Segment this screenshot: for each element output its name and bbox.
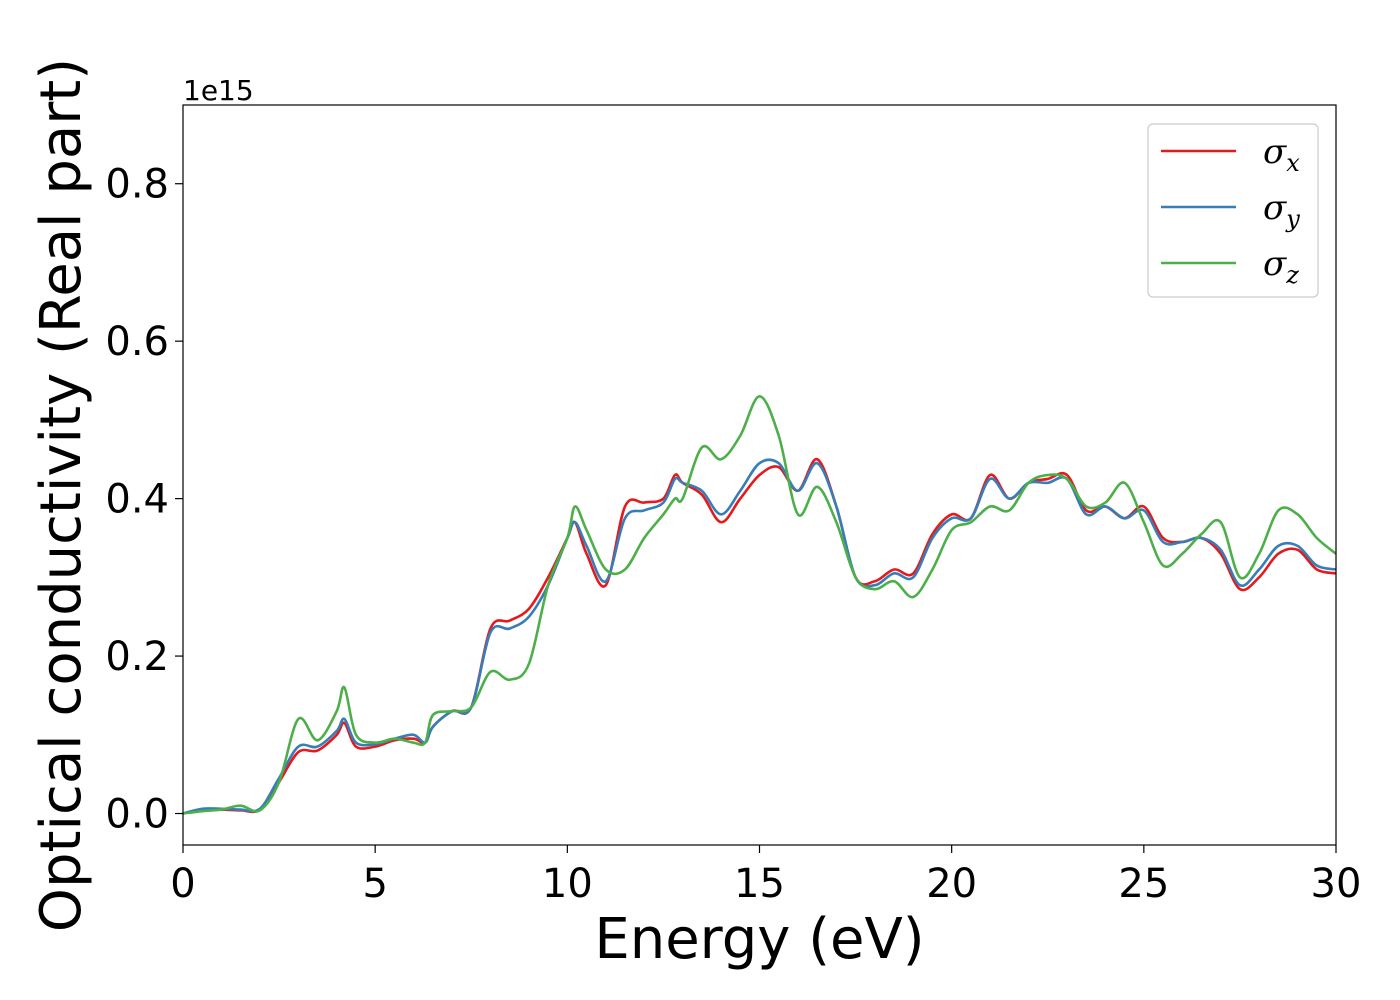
legend-label-subscript: z [1285, 261, 1299, 289]
x-tick-label: 0 [170, 861, 195, 907]
x-tick-label: 15 [734, 861, 785, 907]
y-tick-label: 0.8 [105, 162, 169, 208]
x-tick-label: 10 [542, 861, 593, 907]
y-tick-label: 0.0 [105, 792, 169, 838]
legend-label-y: σy [1263, 188, 1300, 233]
series-line-y [183, 458, 1336, 815]
series-line-x [183, 457, 1336, 815]
series-line-z [183, 394, 1336, 815]
legend-label-subscript: x [1286, 149, 1300, 177]
y-tick-label: 0.6 [105, 319, 169, 365]
x-tick-label: 5 [362, 861, 387, 907]
legend-label-symbol: σ [1263, 244, 1287, 284]
plot-lines [183, 394, 1336, 815]
y-axis-title: Optical conductivity (Real part) [29, 58, 94, 932]
y-axis-ticks: 0.0 0.2 0.4 0.6 0.8 [105, 162, 183, 838]
x-tick-label: 20 [926, 861, 977, 907]
x-axis-title: Energy (eV) [594, 907, 924, 972]
x-tick-label: 30 [1311, 861, 1362, 907]
legend-label-z: σz [1263, 244, 1299, 289]
legend-label-symbol: σ [1263, 132, 1287, 172]
x-tick-label: 25 [1118, 861, 1169, 907]
y-tick-label: 0.4 [105, 477, 169, 523]
legend-label-symbol: σ [1263, 188, 1287, 228]
legend-label-x: σx [1263, 132, 1300, 177]
y-tick-label: 0.2 [105, 634, 169, 680]
legend-label-subscript: y [1285, 205, 1300, 233]
legend-box [1147, 123, 1319, 298]
x-axis-ticks: 0 5 10 15 20 25 30 [170, 845, 1361, 907]
y-offset-label: 1e15 [183, 74, 254, 107]
